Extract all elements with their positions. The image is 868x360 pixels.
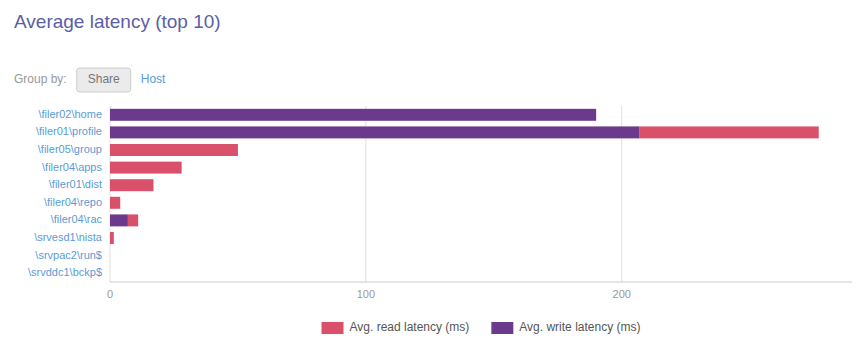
- share-button-box[interactable]: [77, 68, 131, 92]
- bar: [110, 179, 153, 191]
- legend-item: Avg. write latency (ms): [491, 320, 640, 334]
- bar: [640, 126, 819, 138]
- category-label: \filer04\rac: [51, 213, 103, 225]
- category-label: \srvddc1\bckp$: [28, 266, 102, 278]
- y-axis: \filer02\home \filer01\profile \filer05\gr…: [28, 108, 103, 278]
- bar: [110, 267, 111, 279]
- bar: [110, 250, 111, 262]
- bar: [110, 250, 111, 262]
- chart: Average latency (top 10) Group by: Share Ho…: [0, 0, 868, 360]
- bar: [110, 162, 182, 174]
- legend-label: Avg. read latency (ms): [350, 320, 470, 334]
- legend-label: Avg. write latency (ms): [519, 320, 640, 334]
- share-button[interactable]: Share: [77, 68, 131, 92]
- legend-swatch: [322, 322, 344, 334]
- legend: Avg. read latency (ms) Avg. write latency…: [322, 320, 641, 334]
- category-label: \filer01\dist: [49, 178, 102, 190]
- category-label: \filer04\repo: [44, 196, 102, 208]
- bar: [110, 267, 111, 279]
- bar: [110, 144, 238, 156]
- x-axis: 0 100 200: [107, 282, 852, 300]
- group-by-label: Group by:: [14, 72, 67, 86]
- category-label: \srvesd1\nista: [34, 231, 103, 243]
- bars: [110, 109, 819, 244]
- category-label: \filer02\home: [38, 108, 102, 120]
- host-link[interactable]: Host: [141, 72, 166, 86]
- x-tick-label: 0: [107, 288, 113, 300]
- legend-item: Avg. read latency (ms): [322, 320, 470, 334]
- category-label: \srvpac2\run$: [35, 249, 102, 261]
- bar: [110, 109, 596, 121]
- legend-swatch: [491, 322, 513, 334]
- bar: [128, 214, 138, 226]
- bar: [110, 232, 114, 244]
- share-button-label[interactable]: Share: [88, 72, 120, 86]
- bar: [110, 197, 120, 209]
- category-label: \filer05\group: [38, 143, 102, 155]
- x-tick-label: 100: [357, 288, 375, 300]
- bar: [110, 126, 640, 138]
- x-axis-line: [110, 282, 852, 283]
- category-label: \filer04\apps: [42, 161, 102, 173]
- title: Average latency (top 10): [14, 11, 221, 32]
- x-tick-label: 200: [613, 288, 631, 300]
- bar: [596, 109, 597, 121]
- category-label: \filer01\profile: [36, 125, 102, 137]
- bar: [110, 214, 128, 226]
